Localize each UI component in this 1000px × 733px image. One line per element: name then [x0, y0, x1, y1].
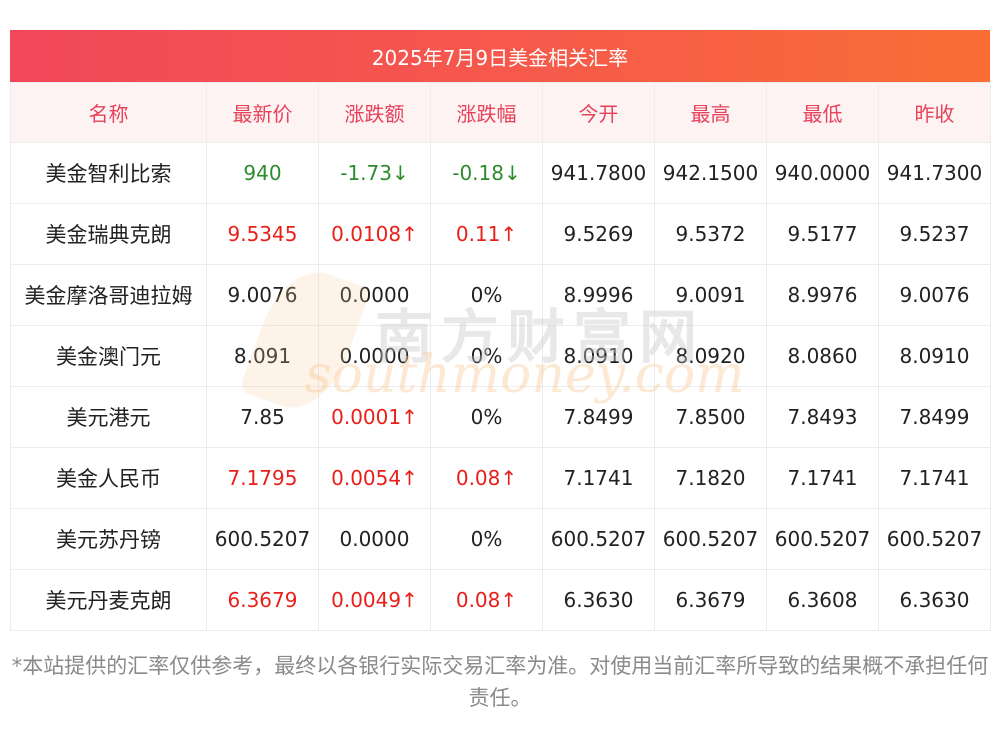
latest-price: 6.3679 — [206, 569, 319, 631]
prev-close: 7.1741 — [878, 447, 991, 509]
rate-table-card: 2025年7月9日美金相关汇率 名称 最新价 涨跌额 涨跌幅 今开 最高 最低 … — [10, 30, 991, 631]
table-row: 美元港元 7.85 0.0001↑ 0% 7.8499 7.8500 7.849… — [10, 386, 991, 448]
table-row: 美金瑞典克朗 9.5345 0.0108↑ 0.11↑ 9.5269 9.537… — [10, 203, 991, 265]
table-title: 2025年7月9日美金相关汇率 — [10, 30, 990, 82]
prev-close: 7.8499 — [878, 386, 991, 448]
latest-price: 940 — [206, 142, 319, 204]
change-percent: -0.18↓ — [430, 142, 543, 204]
change-percent: 0% — [430, 386, 543, 448]
change-percent: 0% — [430, 508, 543, 570]
high-price: 8.0920 — [654, 325, 767, 387]
prev-close: 941.7300 — [878, 142, 991, 204]
low-price: 7.8493 — [766, 386, 879, 448]
header-name: 名称 — [10, 82, 207, 143]
header-change: 涨跌额 — [318, 82, 431, 143]
low-price: 6.3608 — [766, 569, 879, 631]
change-amount: 0.0000 — [318, 325, 431, 387]
prev-close: 6.3630 — [878, 569, 991, 631]
header-prev-close: 昨收 — [878, 82, 991, 143]
header-high: 最高 — [654, 82, 767, 143]
change-percent: 0% — [430, 325, 543, 387]
open-price: 8.9996 — [542, 264, 655, 326]
change-amount: 0.0054↑ — [318, 447, 431, 509]
low-price: 8.0860 — [766, 325, 879, 387]
prev-close: 8.0910 — [878, 325, 991, 387]
table-row: 美金澳门元 8.091 0.0000 0% 8.0910 8.0920 8.08… — [10, 325, 991, 387]
open-price: 941.7800 — [542, 142, 655, 204]
header-row: 名称 最新价 涨跌额 涨跌幅 今开 最高 最低 昨收 — [10, 82, 991, 143]
exchange-rate-table: 名称 最新价 涨跌额 涨跌幅 今开 最高 最低 昨收 美金智利比索 940 -1… — [10, 82, 991, 631]
high-price: 9.5372 — [654, 203, 767, 265]
high-price: 7.8500 — [654, 386, 767, 448]
header-low: 最低 — [766, 82, 879, 143]
change-percent: 0.08↑ — [430, 569, 543, 631]
latest-price: 9.0076 — [206, 264, 319, 326]
change-percent: 0% — [430, 264, 543, 326]
table-row: 美金智利比索 940 -1.73↓ -0.18↓ 941.7800 942.15… — [10, 142, 991, 204]
table-row: 美元苏丹镑 600.5207 0.0000 0% 600.5207 600.52… — [10, 508, 991, 570]
change-amount: 0.0000 — [318, 264, 431, 326]
latest-price: 7.1795 — [206, 447, 319, 509]
high-price: 6.3679 — [654, 569, 767, 631]
latest-price: 7.85 — [206, 386, 319, 448]
high-price: 9.0091 — [654, 264, 767, 326]
table-row: 美金摩洛哥迪拉姆 9.0076 0.0000 0% 8.9996 9.0091 … — [10, 264, 991, 326]
disclaimer-footnote: *本站提供的汇率仅供参考，最终以各银行实际交易汇率为准。对使用当前汇率所导致的结… — [11, 654, 989, 710]
low-price: 8.9976 — [766, 264, 879, 326]
table-row: 美金人民币 7.1795 0.0054↑ 0.08↑ 7.1741 7.1820… — [10, 447, 991, 509]
prev-close: 9.0076 — [878, 264, 991, 326]
header-change-pct: 涨跌幅 — [430, 82, 543, 143]
currency-name: 美元苏丹镑 — [10, 508, 207, 570]
open-price: 6.3630 — [542, 569, 655, 631]
change-amount: 0.0049↑ — [318, 569, 431, 631]
change-amount: 0.0108↑ — [318, 203, 431, 265]
high-price: 7.1820 — [654, 447, 767, 509]
open-price: 600.5207 — [542, 508, 655, 570]
currency-name: 美金瑞典克朗 — [10, 203, 207, 265]
open-price: 8.0910 — [542, 325, 655, 387]
latest-price: 600.5207 — [206, 508, 319, 570]
low-price: 600.5207 — [766, 508, 879, 570]
header-latest: 最新价 — [206, 82, 319, 143]
prev-close: 600.5207 — [878, 508, 991, 570]
change-amount: -1.73↓ — [318, 142, 431, 204]
prev-close: 9.5237 — [878, 203, 991, 265]
header-open: 今开 — [542, 82, 655, 143]
currency-name: 美金智利比索 — [10, 142, 207, 204]
low-price: 9.5177 — [766, 203, 879, 265]
open-price: 9.5269 — [542, 203, 655, 265]
currency-name: 美元港元 — [10, 386, 207, 448]
low-price: 940.0000 — [766, 142, 879, 204]
high-price: 600.5207 — [654, 508, 767, 570]
high-price: 942.1500 — [654, 142, 767, 204]
currency-name: 美金人民币 — [10, 447, 207, 509]
currency-name: 美元丹麦克朗 — [10, 569, 207, 631]
latest-price: 9.5345 — [206, 203, 319, 265]
low-price: 7.1741 — [766, 447, 879, 509]
change-amount: 0.0001↑ — [318, 386, 431, 448]
latest-price: 8.091 — [206, 325, 319, 387]
table-row: 美元丹麦克朗 6.3679 0.0049↑ 0.08↑ 6.3630 6.367… — [10, 569, 991, 631]
open-price: 7.1741 — [542, 447, 655, 509]
open-price: 7.8499 — [542, 386, 655, 448]
change-amount: 0.0000 — [318, 508, 431, 570]
change-percent: 0.08↑ — [430, 447, 543, 509]
currency-name: 美金摩洛哥迪拉姆 — [10, 264, 207, 326]
currency-name: 美金澳门元 — [10, 325, 207, 387]
change-percent: 0.11↑ — [430, 203, 543, 265]
